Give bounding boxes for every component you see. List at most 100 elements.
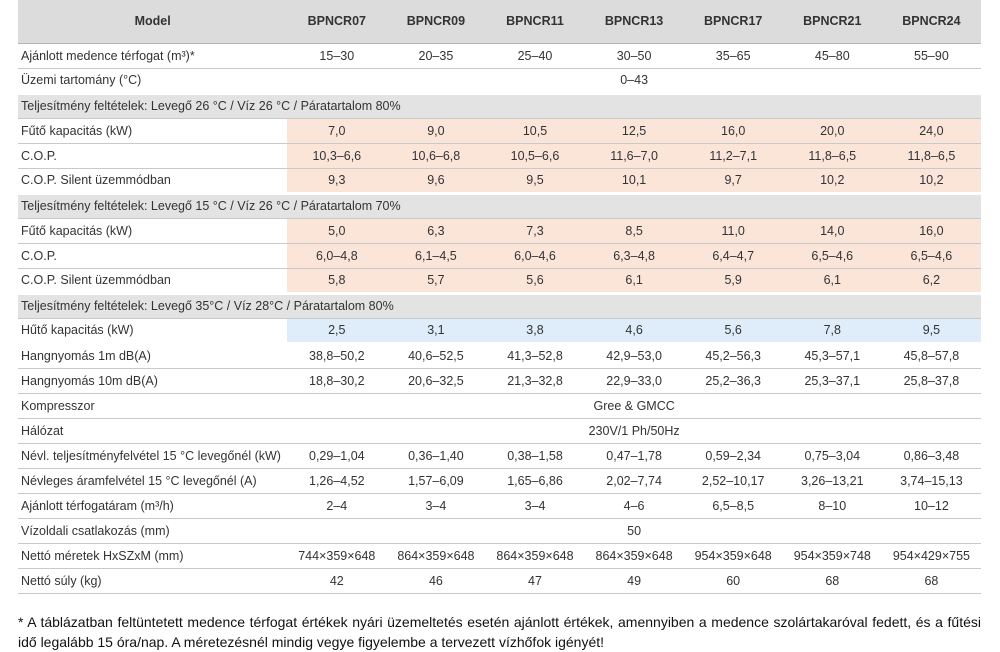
cell-value: 7,8 bbox=[782, 318, 882, 344]
row-label: C.O.P. bbox=[18, 243, 288, 269]
cell-value: 864×359×648 bbox=[485, 543, 585, 569]
spec-table-container: Model BPNCR07 BPNCR09 BPNCR11 BPNCR13 BP… bbox=[18, 0, 981, 594]
row-label: Fűtő kapacitás (kW) bbox=[18, 218, 288, 244]
cell-value: 11,8–6,5 bbox=[782, 143, 882, 169]
table-row: C.O.P. Silent üzemmódban 5,8 5,7 5,6 6,1 5,9 6… bbox=[18, 268, 981, 294]
row-label: Vízoldali csatlakozás (mm) bbox=[18, 518, 288, 544]
cell-value: 20–35 bbox=[386, 43, 486, 69]
cell-value: 14,0 bbox=[782, 218, 882, 244]
section-label: Teljesítmény feltételek: Levegő 35°C / V… bbox=[18, 291, 981, 319]
cell-value: 3–4 bbox=[386, 493, 486, 519]
cell-value: 2,5 bbox=[287, 318, 387, 344]
cell-value: 10,6–6,8 bbox=[386, 143, 486, 169]
cell-value: 9,5 bbox=[881, 318, 981, 344]
model-column-header: BPNCR17 bbox=[683, 0, 783, 44]
cell-value: 45,2–56,3 bbox=[683, 341, 783, 369]
row-label: C.O.P. Silent üzemmódban bbox=[18, 268, 288, 294]
cell-value: 30–50 bbox=[584, 43, 684, 69]
table-row: Vízoldali csatlakozás (mm) 50 bbox=[18, 518, 981, 544]
cell-value: 18,8–30,2 bbox=[287, 368, 387, 394]
cell-value: 10,1 bbox=[584, 168, 684, 194]
cell-value: 11,8–6,5 bbox=[881, 143, 981, 169]
cell-value: 0,36–1,40 bbox=[386, 443, 486, 469]
cell-value: 55–90 bbox=[881, 43, 981, 69]
cell-value: 6,4–4,7 bbox=[683, 243, 783, 269]
model-column-header: BPNCR13 bbox=[584, 0, 684, 44]
cell-value: 5,8 bbox=[287, 268, 387, 294]
row-label: C.O.P. Silent üzemmódban bbox=[18, 168, 288, 194]
cell-value: 20,6–32,5 bbox=[386, 368, 486, 394]
model-column-header: BPNCR24 bbox=[881, 0, 981, 44]
cell-value: 3,8 bbox=[485, 318, 585, 344]
cell-value: 11,0 bbox=[683, 218, 783, 244]
cell-value: 3,26–13,21 bbox=[782, 468, 882, 494]
row-value: 50 bbox=[287, 518, 981, 544]
cell-value: 49 bbox=[584, 568, 684, 594]
cell-value: 12,5 bbox=[584, 118, 684, 144]
cell-value: 2,52–10,17 bbox=[683, 468, 783, 494]
cell-value: 4,6 bbox=[584, 318, 684, 344]
section-row: Teljesítmény feltételek: Levegő 26 °C / … bbox=[18, 91, 981, 119]
cell-value: 10,2 bbox=[782, 168, 882, 194]
cell-value: 8,5 bbox=[584, 218, 684, 244]
cell-value: 0,29–1,04 bbox=[287, 443, 387, 469]
cell-value: 864×359×648 bbox=[386, 543, 486, 569]
row-label: C.O.P. bbox=[18, 143, 288, 169]
table-row: Üzemi tartomány (°C) 0–43 bbox=[18, 68, 981, 94]
cell-value: 25,8–37,8 bbox=[881, 368, 981, 394]
cell-value: 10,5–6,6 bbox=[485, 143, 585, 169]
cell-value: 5,6 bbox=[485, 268, 585, 294]
table-row: C.O.P. 6,0–4,8 6,1–4,5 6,0–4,6 6,3–4,8 6,4–4,… bbox=[18, 243, 981, 269]
cell-value: 42 bbox=[287, 568, 387, 594]
cell-value: 7,0 bbox=[287, 118, 387, 144]
cell-value: 42,9–53,0 bbox=[584, 341, 684, 369]
cell-value: 68 bbox=[782, 568, 882, 594]
spec-table: Model BPNCR07 BPNCR09 BPNCR11 BPNCR13 BP… bbox=[18, 0, 981, 594]
row-label: Hangnyomás 10m dB(A) bbox=[18, 368, 288, 394]
cell-value: 954×359×748 bbox=[782, 543, 882, 569]
cell-value: 1,26–4,52 bbox=[287, 468, 387, 494]
cell-value: 40,6–52,5 bbox=[386, 341, 486, 369]
cell-value: 10,2 bbox=[881, 168, 981, 194]
cell-value: 38,8–50,2 bbox=[287, 341, 387, 369]
row-label: Nettó súly (kg) bbox=[18, 568, 288, 594]
table-row: C.O.P. 10,3–6,6 10,6–6,8 10,5–6,6 11,6–7,0 11… bbox=[18, 143, 981, 169]
row-label: Hálózat bbox=[18, 418, 288, 444]
section-label: Teljesítmény feltételek: Levegő 15 °C / … bbox=[18, 191, 981, 219]
cell-value: 9,3 bbox=[287, 168, 387, 194]
table-row: C.O.P. Silent üzemmódban 9,3 9,6 9,5 10,1 9,7… bbox=[18, 168, 981, 194]
cell-value: 4–6 bbox=[584, 493, 684, 519]
model-header: Model bbox=[18, 0, 288, 44]
table-row: Nettó súly (kg) 42 46 47 49 60 68 68 bbox=[18, 568, 981, 594]
model-column-header: BPNCR09 bbox=[386, 0, 486, 44]
row-label: Fűtő kapacitás (kW) bbox=[18, 118, 288, 144]
cell-value: 6,5–8,5 bbox=[683, 493, 783, 519]
cell-value: 6,5–4,6 bbox=[881, 243, 981, 269]
cell-value: 9,7 bbox=[683, 168, 783, 194]
cell-value: 954×359×648 bbox=[683, 543, 783, 569]
cell-value: 60 bbox=[683, 568, 783, 594]
cell-value: 6,3 bbox=[386, 218, 486, 244]
cell-value: 2,02–7,74 bbox=[584, 468, 684, 494]
header-row: Model BPNCR07 BPNCR09 BPNCR11 BPNCR13 BP… bbox=[18, 0, 981, 44]
cell-value: 6,0–4,6 bbox=[485, 243, 585, 269]
table-row: Fűtő kapacitás (kW) 7,0 9,0 10,5 12,5 16,0 20,… bbox=[18, 118, 981, 144]
cell-value: 954×429×755 bbox=[881, 543, 981, 569]
cell-value: 3,74–15,13 bbox=[881, 468, 981, 494]
table-row: Kompresszor Gree & GMCC bbox=[18, 393, 981, 419]
cell-value: 16,0 bbox=[881, 218, 981, 244]
section-row: Teljesítmény feltételek: Levegő 15 °C / … bbox=[18, 191, 981, 219]
row-value: Gree & GMCC bbox=[287, 393, 981, 419]
cell-value: 9,6 bbox=[386, 168, 486, 194]
cell-value: 0,47–1,78 bbox=[584, 443, 684, 469]
model-column-header: BPNCR11 bbox=[485, 0, 585, 44]
cell-value: 9,5 bbox=[485, 168, 585, 194]
row-label: Névl. teljesítményfelvétel 15 °C levegőn… bbox=[18, 443, 288, 469]
cell-value: 8–10 bbox=[782, 493, 882, 519]
table-row: Hálózat 230V/1 Ph/50Hz bbox=[18, 418, 981, 444]
cell-value: 9,0 bbox=[386, 118, 486, 144]
cell-value: 45,3–57,1 bbox=[782, 341, 882, 369]
cell-value: 21,3–32,8 bbox=[485, 368, 585, 394]
row-label: Kompresszor bbox=[18, 393, 288, 419]
cell-value: 11,2–7,1 bbox=[683, 143, 783, 169]
